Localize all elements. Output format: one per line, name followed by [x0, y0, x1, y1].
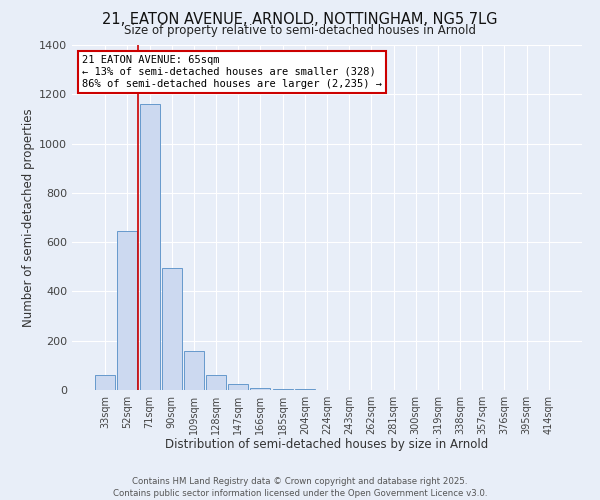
Bar — [140, 104, 160, 390]
Bar — [228, 384, 248, 390]
Text: 21, EATON AVENUE, ARNOLD, NOTTINGHAM, NG5 7LG: 21, EATON AVENUE, ARNOLD, NOTTINGHAM, NG… — [102, 12, 498, 28]
Bar — [162, 268, 182, 390]
Bar — [118, 231, 137, 390]
Bar — [206, 375, 226, 390]
Bar — [272, 389, 293, 390]
X-axis label: Distribution of semi-detached houses by size in Arnold: Distribution of semi-detached houses by … — [166, 438, 488, 452]
Bar — [95, 375, 115, 390]
Text: Contains HM Land Registry data © Crown copyright and database right 2025.
Contai: Contains HM Land Registry data © Crown c… — [113, 476, 487, 498]
Text: 21 EATON AVENUE: 65sqm
← 13% of semi-detached houses are smaller (328)
86% of se: 21 EATON AVENUE: 65sqm ← 13% of semi-det… — [82, 56, 382, 88]
Y-axis label: Number of semi-detached properties: Number of semi-detached properties — [22, 108, 35, 327]
Bar — [250, 388, 271, 390]
Bar — [184, 350, 204, 390]
Text: Size of property relative to semi-detached houses in Arnold: Size of property relative to semi-detach… — [124, 24, 476, 37]
